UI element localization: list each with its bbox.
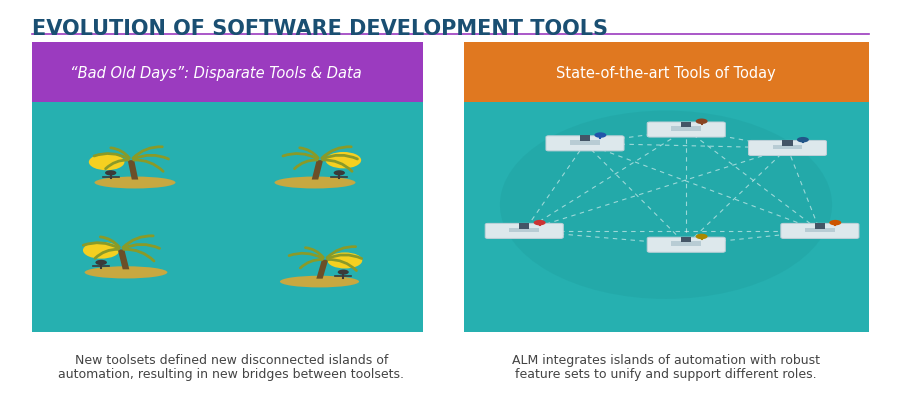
FancyBboxPatch shape	[681, 237, 691, 243]
FancyBboxPatch shape	[647, 123, 725, 138]
Text: “Bad Old Days”: Disparate Tools & Data: “Bad Old Days”: Disparate Tools & Data	[69, 66, 362, 81]
Circle shape	[105, 171, 116, 176]
Circle shape	[95, 260, 107, 266]
Ellipse shape	[274, 177, 356, 189]
Polygon shape	[118, 250, 130, 270]
FancyBboxPatch shape	[772, 145, 803, 150]
Circle shape	[829, 221, 842, 226]
FancyBboxPatch shape	[509, 228, 539, 233]
FancyBboxPatch shape	[546, 136, 624, 152]
Text: New toolsets defined new disconnected islands of: New toolsets defined new disconnected is…	[75, 353, 388, 366]
Circle shape	[89, 154, 124, 171]
Circle shape	[326, 152, 361, 169]
Circle shape	[534, 221, 545, 226]
Circle shape	[696, 119, 707, 125]
Circle shape	[696, 234, 707, 240]
Circle shape	[594, 133, 607, 138]
Circle shape	[83, 242, 120, 259]
Text: EVOLUTION OF SOFTWARE DEVELOPMENT TOOLS: EVOLUTION OF SOFTWARE DEVELOPMENT TOOLS	[32, 19, 608, 38]
FancyBboxPatch shape	[781, 224, 859, 239]
FancyBboxPatch shape	[580, 136, 590, 142]
FancyBboxPatch shape	[464, 43, 868, 332]
FancyBboxPatch shape	[782, 141, 793, 146]
Text: ALM integrates islands of automation with robust: ALM integrates islands of automation wit…	[512, 353, 820, 366]
Text: automation, resulting in new bridges between toolsets.: automation, resulting in new bridges bet…	[58, 367, 404, 380]
FancyBboxPatch shape	[464, 43, 868, 102]
FancyBboxPatch shape	[749, 141, 826, 156]
Circle shape	[334, 171, 345, 176]
FancyBboxPatch shape	[671, 242, 701, 247]
FancyBboxPatch shape	[519, 223, 529, 229]
Text: feature sets to unify and support different roles.: feature sets to unify and support differ…	[515, 367, 817, 380]
Polygon shape	[128, 161, 139, 180]
FancyBboxPatch shape	[681, 122, 691, 128]
Polygon shape	[311, 161, 323, 180]
Circle shape	[338, 270, 349, 275]
Ellipse shape	[85, 267, 167, 279]
FancyBboxPatch shape	[32, 43, 423, 102]
Text: State-of-the-art Tools of Today: State-of-the-art Tools of Today	[556, 66, 776, 81]
Polygon shape	[316, 260, 328, 279]
Ellipse shape	[94, 177, 176, 189]
FancyBboxPatch shape	[32, 43, 423, 332]
FancyBboxPatch shape	[647, 237, 725, 253]
FancyBboxPatch shape	[671, 127, 701, 132]
Ellipse shape	[500, 112, 832, 299]
FancyBboxPatch shape	[485, 224, 563, 239]
FancyBboxPatch shape	[570, 141, 600, 145]
FancyBboxPatch shape	[814, 223, 825, 229]
FancyBboxPatch shape	[805, 228, 835, 233]
Circle shape	[796, 138, 809, 143]
Ellipse shape	[280, 276, 359, 288]
Circle shape	[328, 253, 363, 269]
